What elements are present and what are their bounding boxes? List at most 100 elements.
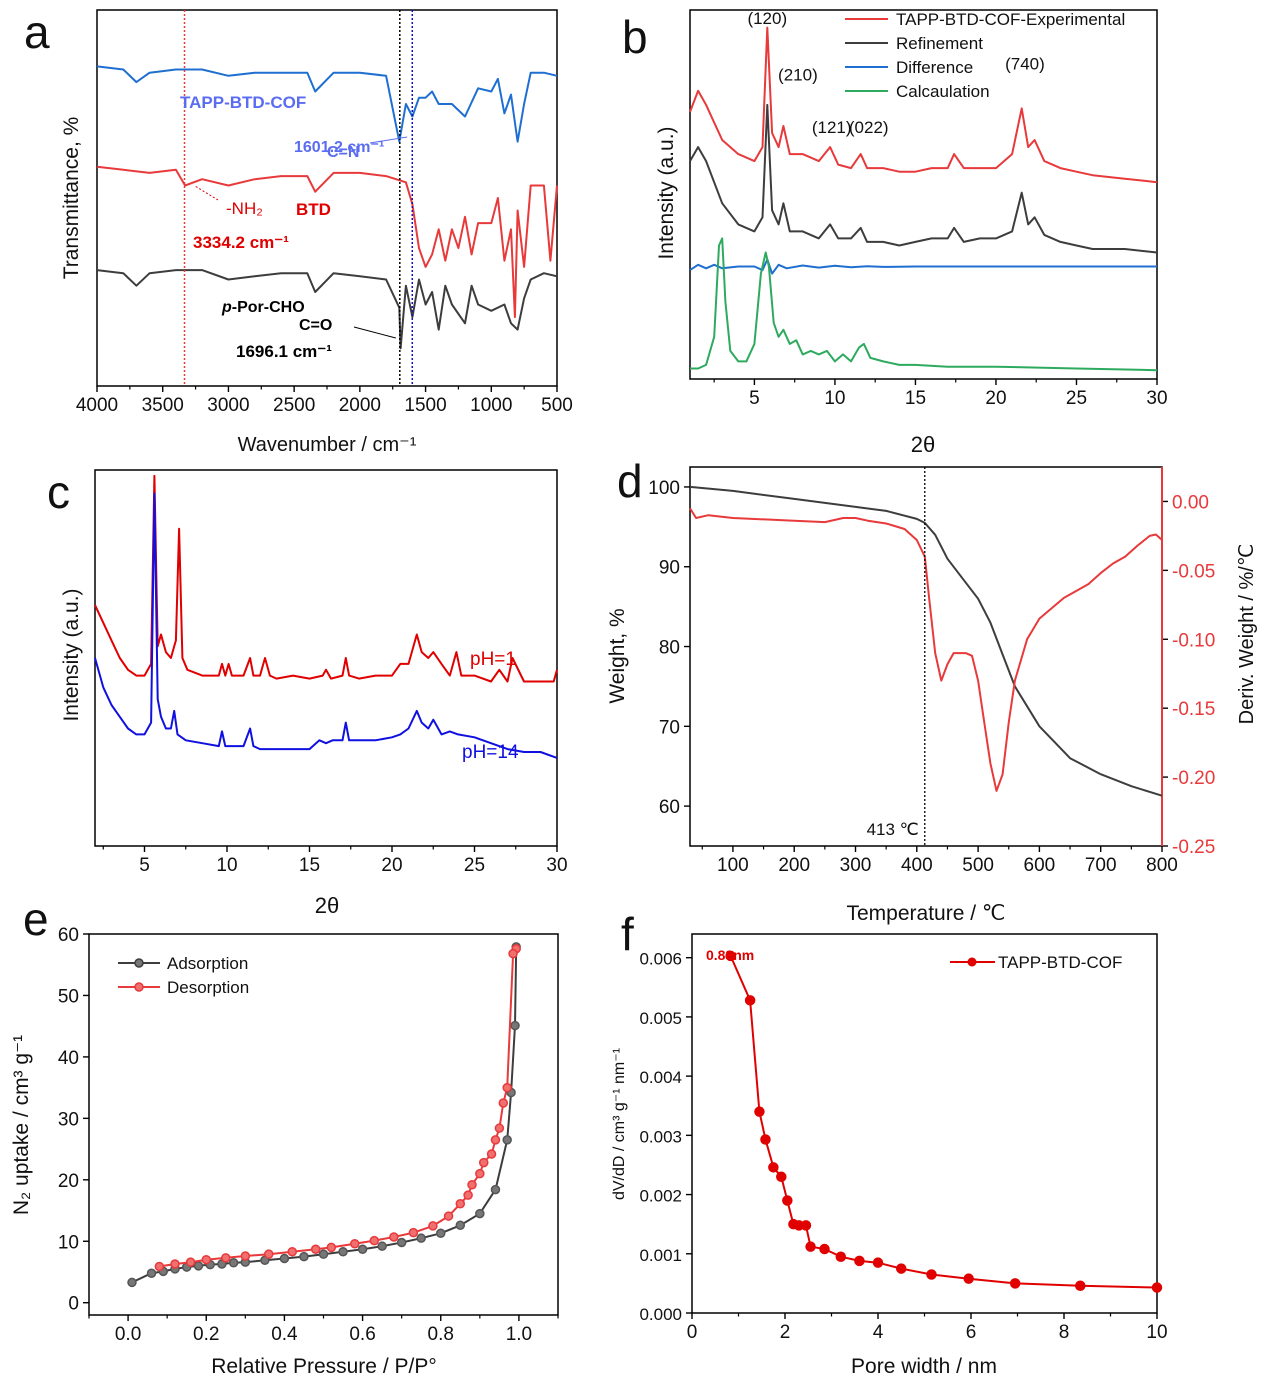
desorption-point: [170, 1259, 180, 1269]
annotation-co-value: 1696.1 cm⁻¹: [236, 342, 332, 361]
x-tick-label: 5: [139, 855, 150, 876]
adsorption-point: [357, 1244, 368, 1254]
y-tick-label: 30: [58, 1109, 79, 1130]
desorption-point: [201, 1254, 211, 1265]
x-axis-label: Temperature / ℃: [847, 902, 1006, 925]
desorption-point: [494, 1123, 505, 1133]
panel-letter: f: [621, 908, 634, 960]
x-tick-label: 700: [1085, 855, 1117, 876]
data-point: [760, 1134, 771, 1145]
legend-label: TAPP-BTD-COF-Experimental: [896, 10, 1125, 29]
x-tick-label: 1500: [404, 395, 446, 416]
x-tick-label: 25: [1066, 388, 1087, 409]
series-line-experimental: [689, 26, 1158, 184]
series-line-adsorption: [131, 946, 518, 1284]
x-tick-label: 3500: [142, 395, 184, 416]
y-tick-label: 0.003: [639, 1127, 682, 1146]
y-axis-label: N₂ uptake / cm³ g⁻¹: [10, 1035, 33, 1215]
y-tick-label: 0.000: [639, 1305, 682, 1324]
desorption-point: [498, 1098, 509, 1108]
series-line-refinement: [689, 103, 1158, 254]
x-tick-label: 4000: [76, 395, 118, 416]
y-axis-label: dV/dD / cm³ g⁻¹ nm⁻¹: [611, 1048, 628, 1200]
y-axis-label: Transmittance, %: [60, 117, 83, 280]
y-tick-label: 40: [58, 1048, 79, 1069]
x-tick-label: 20: [985, 388, 1006, 409]
y-tick-label: 100: [648, 478, 680, 499]
annotation-nh2-arrow: [194, 185, 219, 201]
adsorption-point: [228, 1258, 239, 1268]
x-tick-label: 25: [464, 855, 485, 876]
x-tick-label: 5: [749, 388, 760, 409]
annotation-cn-value: 1601.2 cm⁻¹: [294, 139, 384, 156]
x-tick-label: 2: [780, 1322, 791, 1343]
annotation-btd: BTD: [296, 200, 331, 219]
peak-label: 0.83nm: [706, 947, 754, 963]
x-axis-label: Wavenumber / cm⁻¹: [238, 434, 417, 456]
peak-label: (120): [747, 9, 787, 28]
x-tick-label: 10: [216, 855, 237, 876]
desorption-point: [350, 1238, 360, 1249]
data-point: [744, 995, 756, 1006]
x-tick-label: 0.8: [428, 1324, 454, 1345]
legend-marker: [967, 957, 977, 967]
adsorption-point: [193, 1261, 204, 1271]
legend-label: Refinement: [896, 34, 983, 53]
adsorption-point: [416, 1233, 426, 1243]
annotation-por-rest: -Por-CHO: [232, 299, 305, 316]
x-axis-label: Pore width / nm: [851, 1355, 997, 1378]
data-point: [805, 1241, 816, 1252]
desorption-point: [369, 1235, 380, 1246]
x-axis-label: 2θ: [911, 432, 935, 457]
legend-label: Desorption: [167, 978, 249, 997]
data-point: [835, 1251, 847, 1262]
x-tick-label: 800: [1146, 855, 1178, 876]
series-line-btd: [96, 165, 558, 319]
data-point: [1151, 1282, 1163, 1293]
y-tick-label: 0.004: [639, 1068, 682, 1087]
data-point: [963, 1273, 974, 1284]
peak-label: (022): [849, 118, 889, 137]
x-tick-label: 2000: [339, 395, 381, 416]
peak-label: (210): [778, 65, 818, 84]
annotation-nh2-value: 3334.2 cm⁻¹: [193, 233, 289, 252]
x-tick-label: 6: [966, 1322, 977, 1343]
adsorption-point: [279, 1253, 290, 1264]
series-line-tapp-btd-cof: [729, 955, 1158, 1289]
adsorption-point: [502, 1135, 512, 1145]
peak-label: (121): [812, 118, 852, 137]
desorption-point: [326, 1242, 337, 1253]
series-line-deriv-weight: [689, 507, 1163, 792]
peak-label: (740): [1005, 55, 1045, 74]
x-tick-label: 600: [1024, 855, 1056, 876]
desorption-point: [154, 1261, 165, 1272]
y-tick-label: 0.001: [639, 1246, 682, 1265]
y-tick-label: 0: [68, 1294, 79, 1315]
data-point: [896, 1263, 907, 1274]
desorption-point: [221, 1253, 231, 1263]
x-tick-label: 300: [840, 855, 872, 876]
y-tick-label: 60: [659, 797, 680, 818]
x-tick-label: 15: [905, 388, 926, 409]
x-tick-label: 30: [1146, 388, 1167, 409]
annotation-cof: TAPP-BTD-COF: [180, 93, 306, 112]
data-point: [776, 1171, 787, 1183]
annotation-co: C=O: [299, 317, 332, 334]
y-tick-label: 70: [659, 717, 680, 738]
x-tick-label: 0: [687, 1322, 698, 1343]
adsorption-point: [127, 1277, 137, 1288]
y-tick-label: -0.20: [1172, 768, 1215, 789]
y-tick-label: -0.15: [1172, 699, 1215, 720]
y-tick-label: 80: [659, 638, 680, 659]
panel-b-frame: [689, 9, 1158, 380]
series-line-weight: [689, 485, 1163, 797]
data-point: [1009, 1278, 1021, 1289]
x-tick-label: 400: [901, 855, 933, 876]
y-tick-label: 50: [58, 986, 79, 1007]
series-line-ph1: [94, 474, 558, 683]
y-tick-label: 60: [58, 925, 79, 946]
x-tick-label: 1.0: [506, 1324, 532, 1345]
desorption-point: [264, 1249, 274, 1259]
y-tick-label: 0.002: [639, 1187, 682, 1206]
